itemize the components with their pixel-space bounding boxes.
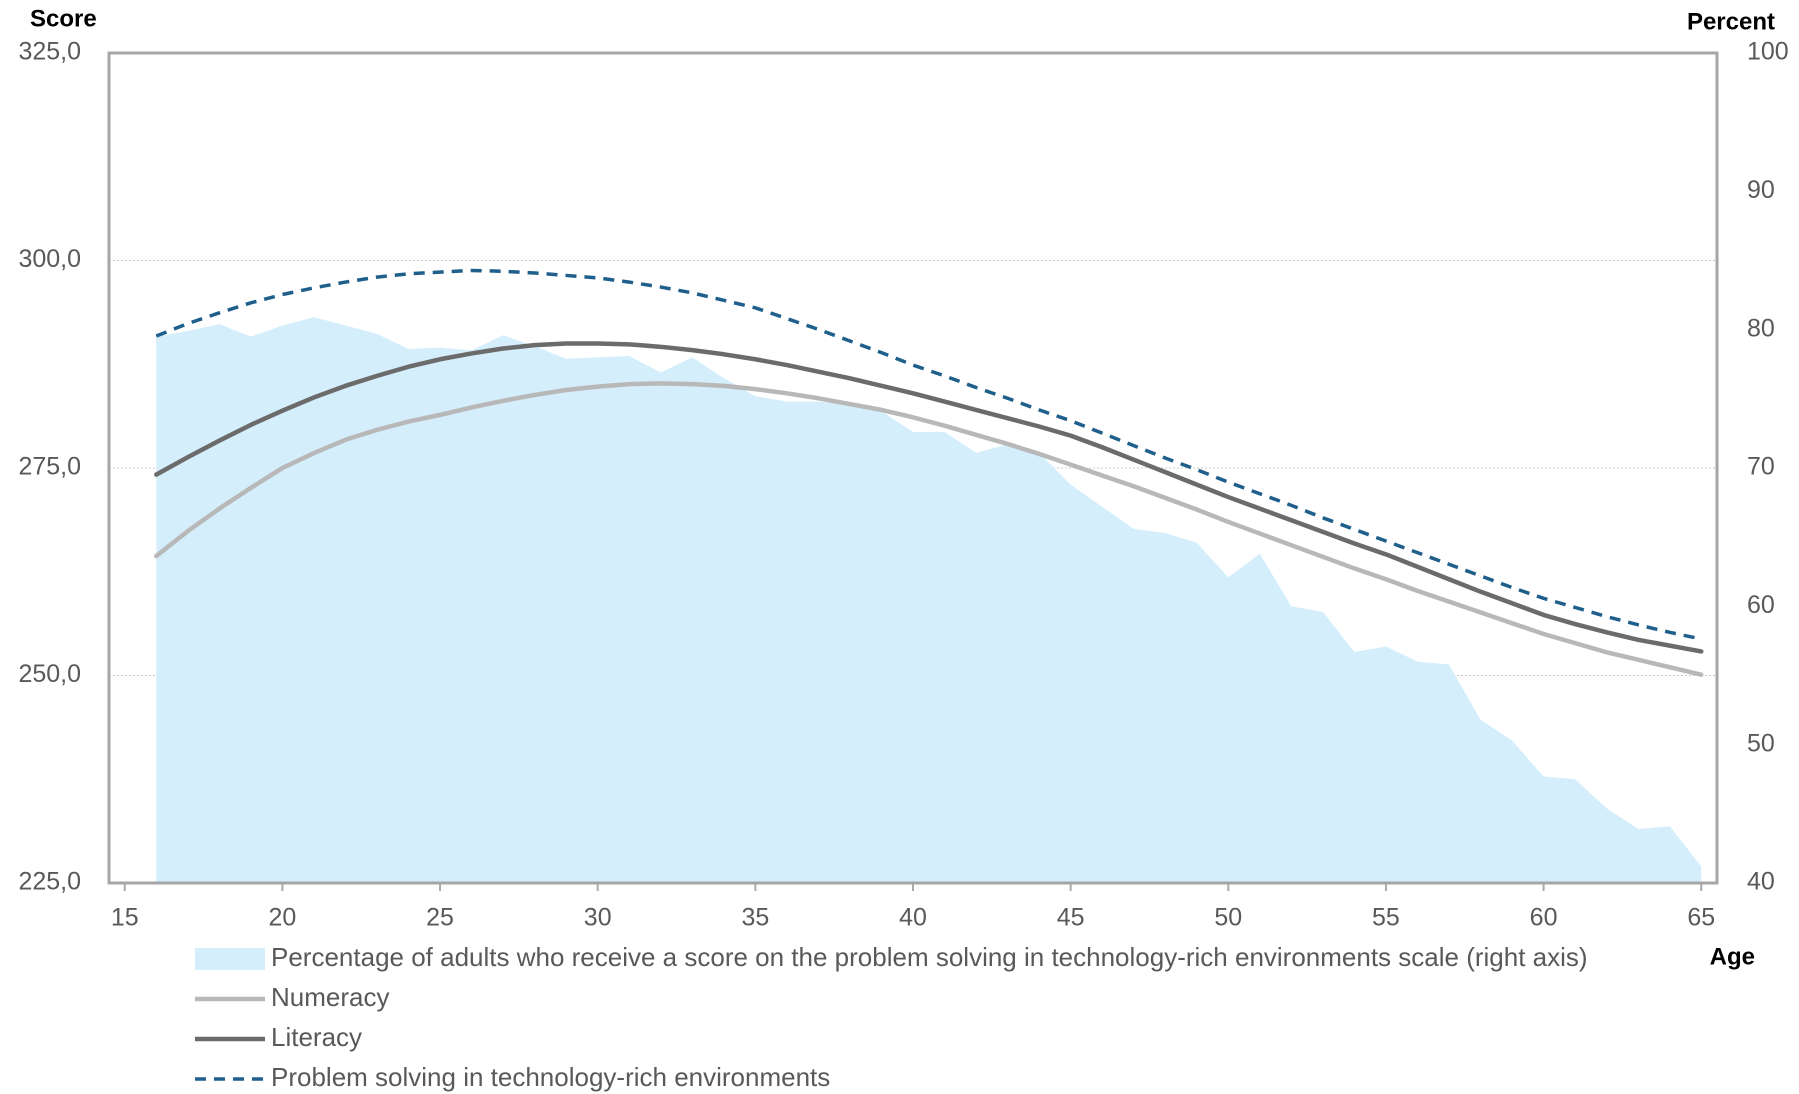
legend-label: Literacy xyxy=(271,1022,362,1052)
x-tick-label: 65 xyxy=(1687,904,1715,932)
y-tick-label: 275,0 xyxy=(18,453,81,481)
y2-tick-label: 100 xyxy=(1747,38,1789,66)
x-tick-label: 25 xyxy=(426,904,454,932)
line xyxy=(155,268,1702,641)
plot-frame xyxy=(107,51,1719,885)
line xyxy=(154,381,1704,677)
y2-tick-label: 90 xyxy=(1747,176,1775,204)
y2-tick-label: 70 xyxy=(1747,453,1775,481)
x-tick-label: 30 xyxy=(584,904,612,932)
y-tick-label: 300,0 xyxy=(18,245,81,273)
x-tick-label: 40 xyxy=(899,904,927,932)
x-tick-label: 45 xyxy=(1057,904,1085,932)
y2-axis-label: Percent xyxy=(1687,8,1775,35)
y2-tick-label: 60 xyxy=(1747,591,1775,619)
y2-tick-label: 50 xyxy=(1747,729,1775,757)
x-tick-label: 35 xyxy=(741,904,769,932)
y2-tick-label: 80 xyxy=(1747,314,1775,342)
legend-label: Numeracy xyxy=(271,982,389,1012)
x-tick-label: 55 xyxy=(1372,904,1400,932)
x-tick-label: 50 xyxy=(1214,904,1242,932)
y-tick-label: 225,0 xyxy=(18,868,81,896)
x-axis-label: Age xyxy=(1710,943,1755,970)
y-axis-label: Score xyxy=(30,5,97,32)
x-tick-label: 15 xyxy=(111,904,139,932)
line xyxy=(154,341,1704,654)
legend-swatch xyxy=(195,948,265,970)
legend-label: Percentage of adults who receive a score… xyxy=(271,942,1588,972)
x-tick-label: 20 xyxy=(269,904,297,932)
x-tick-label: 60 xyxy=(1530,904,1558,932)
legend-label: Problem solving in technology-rich envir… xyxy=(271,1062,830,1092)
area xyxy=(156,317,1702,883)
y2-tick-label: 40 xyxy=(1747,868,1775,896)
y-tick-label: 325,0 xyxy=(18,38,81,66)
y-tick-label: 250,0 xyxy=(18,660,81,688)
